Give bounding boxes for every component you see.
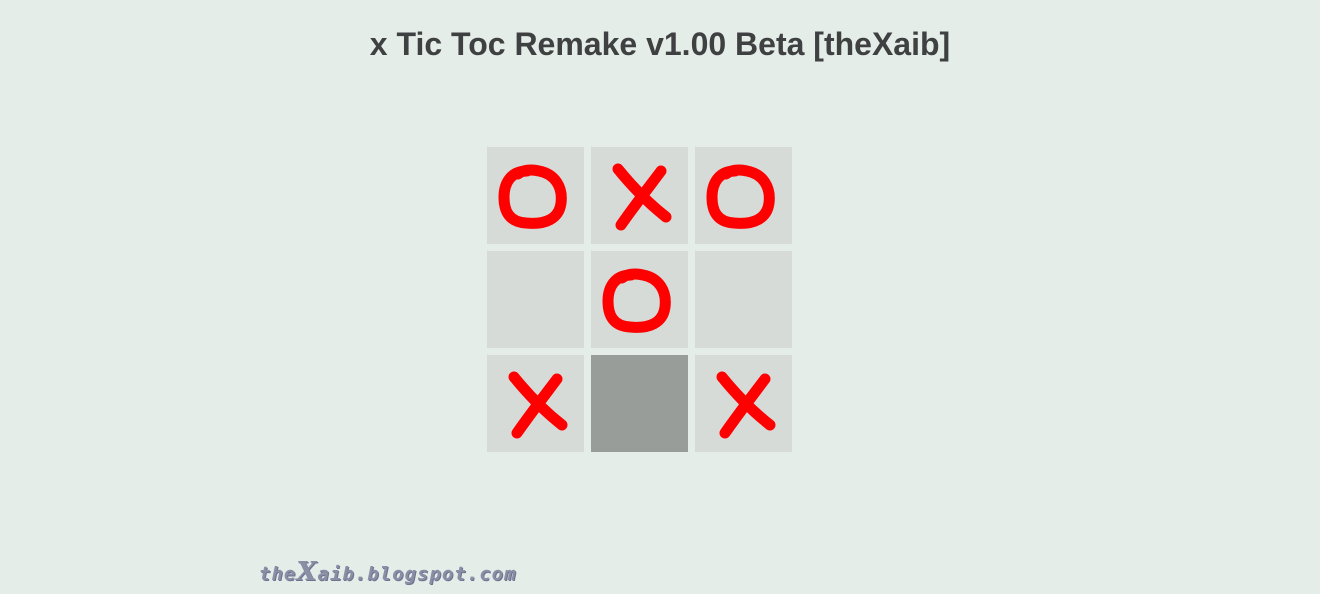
board-cell-5[interactable] [591,251,688,348]
o-mark-icon [498,164,567,229]
board-cell-2[interactable] [591,147,688,244]
board-cell-9[interactable] [695,355,792,452]
board-cell-1[interactable] [487,147,584,244]
game-title: x Tic Toc Remake v1.00 Beta [theXaib] [369,26,951,62]
x-mark-icon [612,163,672,231]
board-cell-3[interactable] [695,147,792,244]
footer-suffix: aib.blogspot.com [317,563,517,585]
footer-prefix: the [259,563,297,585]
game-board [487,147,792,452]
x-mark-icon [716,371,776,439]
board-cell-4[interactable] [487,251,584,348]
o-mark-icon [602,268,671,333]
x-mark-icon [508,371,568,439]
footer-logo-letter: X [296,557,318,587]
board-cell-7[interactable] [487,355,584,452]
o-mark-icon [706,164,775,229]
board-cell-8[interactable] [591,355,688,452]
board-cell-6[interactable] [695,251,792,348]
blog-footer-logo[interactable]: theXaib.blogspot.com [259,558,517,588]
